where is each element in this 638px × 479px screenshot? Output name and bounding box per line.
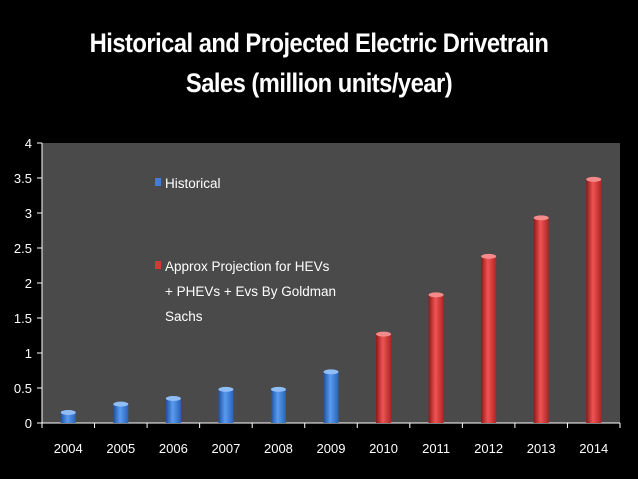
bar-projection-2012 [481, 256, 497, 423]
bar-cap [60, 410, 76, 415]
x-tick-label: 2005 [106, 441, 135, 456]
bar-cap [586, 176, 602, 182]
bar-historical-2007 [218, 389, 234, 423]
x-tick-label: 2012 [474, 441, 503, 456]
bar-historical-2005 [113, 404, 129, 423]
bar-historical-2006 [165, 398, 181, 423]
bar-projection-2014 [586, 179, 602, 423]
legend-swatch-historical [155, 178, 161, 186]
y-ticks: 0 0.5 1 1.5 2 2.5 3 3.5 4 [14, 136, 42, 431]
y-tick-label: 0 [25, 416, 32, 431]
bar-historical-2008 [270, 389, 286, 423]
bar-projection-2010 [376, 334, 392, 423]
y-tick-label: 2.5 [14, 241, 32, 256]
bar-cap [533, 215, 549, 221]
x-tick-label: 2010 [369, 441, 398, 456]
bar-cap [481, 253, 497, 259]
y-tick-label: 2 [25, 276, 32, 291]
x-tick-label: 2009 [317, 441, 346, 456]
bar-cap [113, 401, 129, 407]
legend-label-projection-line-2: + PHEVs + Evs By Goldman [165, 284, 336, 299]
bar-cap [323, 369, 339, 375]
x-tick-label: 2013 [527, 441, 556, 456]
y-tick-label: 4 [25, 136, 32, 151]
x-tick-label: 2006 [159, 441, 188, 456]
x-tick-label: 2004 [54, 441, 83, 456]
x-tick-label: 2011 [422, 441, 450, 456]
y-tick-label: 3 [25, 206, 32, 221]
chart-title-line-2: Sales (million units/year) [185, 68, 453, 98]
bar-projection-2013 [533, 217, 549, 423]
bar-cap [428, 292, 444, 298]
x-tick-label: 2014 [579, 441, 608, 456]
x-tick-label: 2008 [264, 441, 293, 456]
y-tick-label: 0.5 [14, 381, 32, 396]
legend-label-projection-line-1: Approx Projection for HEVs [165, 259, 330, 274]
x-tick-label: 2007 [211, 441, 240, 456]
bar-historical-2004 [60, 412, 76, 423]
legend-label-historical: Historical [165, 176, 221, 191]
bar-cap [270, 386, 286, 392]
x-ticks: 2004 2005 2006 2007 2008 2009 2010 2011 2012 2013… [41, 423, 621, 456]
bar-cap [376, 331, 392, 337]
y-tick-label: 1 [25, 346, 32, 361]
chart-title-line-1: Historical and Projected Electric Drivet… [89, 28, 549, 58]
bar-cap [165, 396, 181, 401]
y-tick-label: 1.5 [14, 311, 32, 326]
bars [60, 176, 602, 423]
bar-cap [218, 386, 234, 392]
legend: Historical Approx Projection for HEVs + … [155, 176, 336, 324]
legend-swatch-projection [155, 261, 161, 269]
bar-projection-2011 [428, 294, 444, 423]
legend-label-projection-line-3: Sachs [165, 309, 203, 324]
y-tick-label: 3.5 [14, 171, 32, 186]
bar-historical-2009 [323, 371, 339, 423]
